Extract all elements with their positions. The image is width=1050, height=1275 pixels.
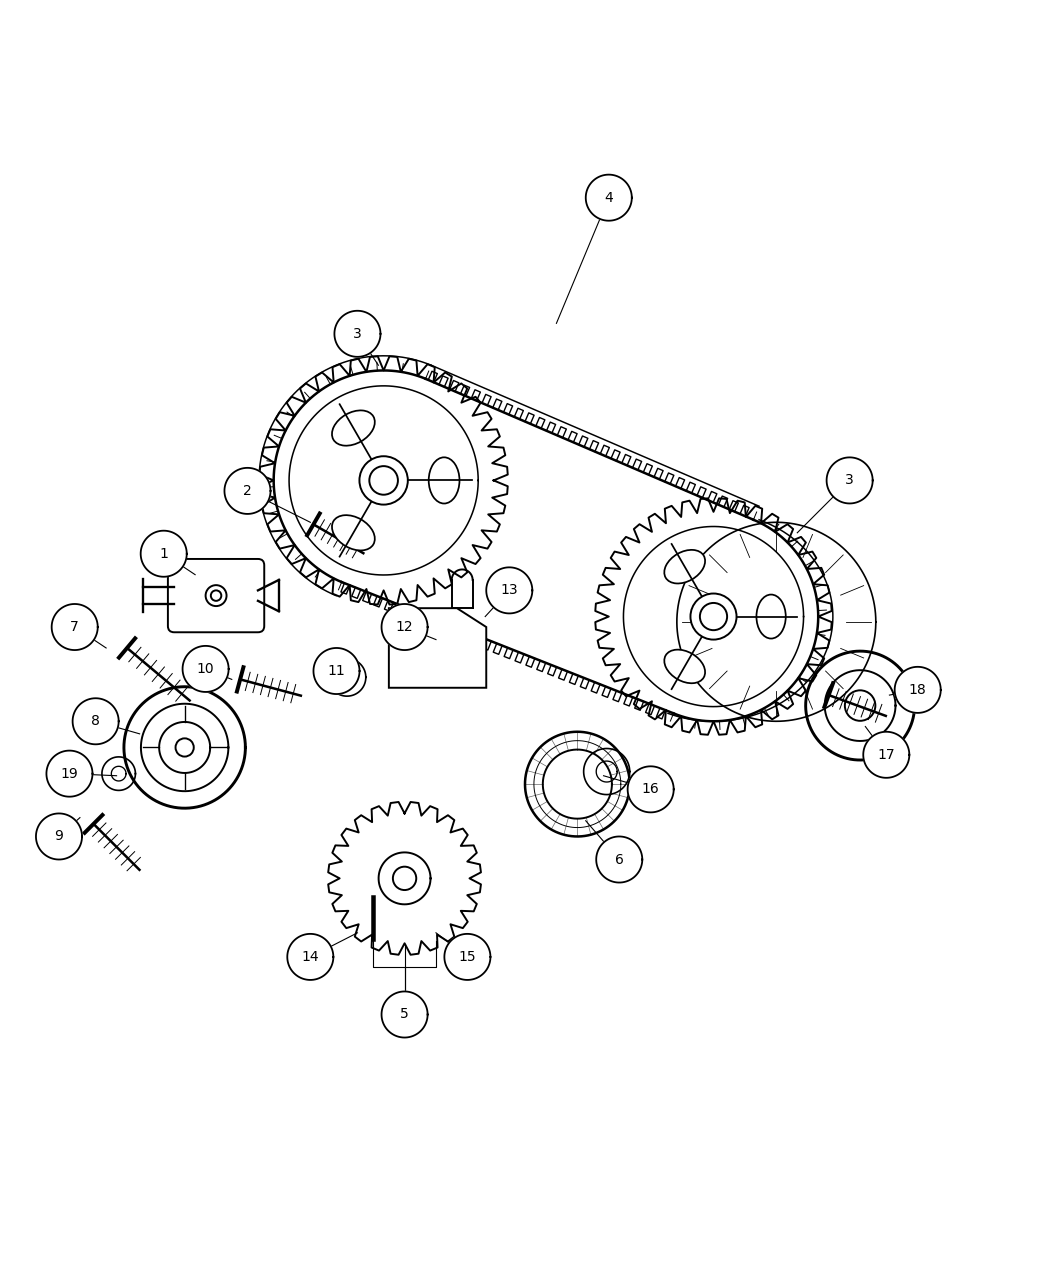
Ellipse shape xyxy=(332,515,375,551)
Polygon shape xyxy=(51,604,98,650)
Polygon shape xyxy=(141,530,187,576)
Polygon shape xyxy=(72,699,119,745)
Circle shape xyxy=(359,456,407,505)
Ellipse shape xyxy=(665,650,706,683)
Text: 9: 9 xyxy=(55,830,63,844)
FancyBboxPatch shape xyxy=(168,558,265,632)
Ellipse shape xyxy=(332,411,375,446)
Polygon shape xyxy=(826,458,873,504)
Text: 2: 2 xyxy=(244,484,252,499)
Text: 14: 14 xyxy=(301,950,319,964)
Text: 11: 11 xyxy=(328,664,345,678)
Text: 5: 5 xyxy=(400,1007,408,1021)
Circle shape xyxy=(691,594,736,640)
Polygon shape xyxy=(444,933,490,980)
Polygon shape xyxy=(288,933,333,980)
Text: 18: 18 xyxy=(909,683,926,697)
Polygon shape xyxy=(381,992,427,1038)
Polygon shape xyxy=(388,608,486,687)
Polygon shape xyxy=(314,648,359,694)
Text: 19: 19 xyxy=(61,766,79,780)
Text: 7: 7 xyxy=(70,620,79,634)
Polygon shape xyxy=(596,836,643,882)
Text: 8: 8 xyxy=(91,714,100,728)
Text: 3: 3 xyxy=(353,326,362,340)
Text: 17: 17 xyxy=(878,748,895,761)
Ellipse shape xyxy=(428,458,460,504)
Polygon shape xyxy=(628,766,674,812)
Polygon shape xyxy=(46,751,92,797)
Circle shape xyxy=(700,603,727,630)
Text: 4: 4 xyxy=(605,191,613,205)
Text: 16: 16 xyxy=(642,783,659,797)
Circle shape xyxy=(206,585,227,606)
Polygon shape xyxy=(586,175,632,221)
Text: 10: 10 xyxy=(196,662,214,676)
Circle shape xyxy=(413,646,438,671)
Polygon shape xyxy=(36,813,82,859)
Polygon shape xyxy=(183,646,229,692)
Polygon shape xyxy=(486,567,532,613)
Ellipse shape xyxy=(665,550,706,584)
Text: 6: 6 xyxy=(615,853,624,867)
Ellipse shape xyxy=(756,594,785,639)
Text: 3: 3 xyxy=(845,473,854,487)
Polygon shape xyxy=(334,311,380,357)
Polygon shape xyxy=(863,732,909,778)
Text: 1: 1 xyxy=(160,547,168,561)
Text: 13: 13 xyxy=(501,584,518,598)
Text: 15: 15 xyxy=(459,950,477,964)
Circle shape xyxy=(845,690,876,720)
Polygon shape xyxy=(381,604,427,650)
Circle shape xyxy=(211,590,222,601)
Polygon shape xyxy=(895,667,941,713)
Circle shape xyxy=(393,867,416,890)
Text: 12: 12 xyxy=(396,620,414,634)
Circle shape xyxy=(175,738,194,756)
Polygon shape xyxy=(225,468,271,514)
Circle shape xyxy=(370,467,398,495)
